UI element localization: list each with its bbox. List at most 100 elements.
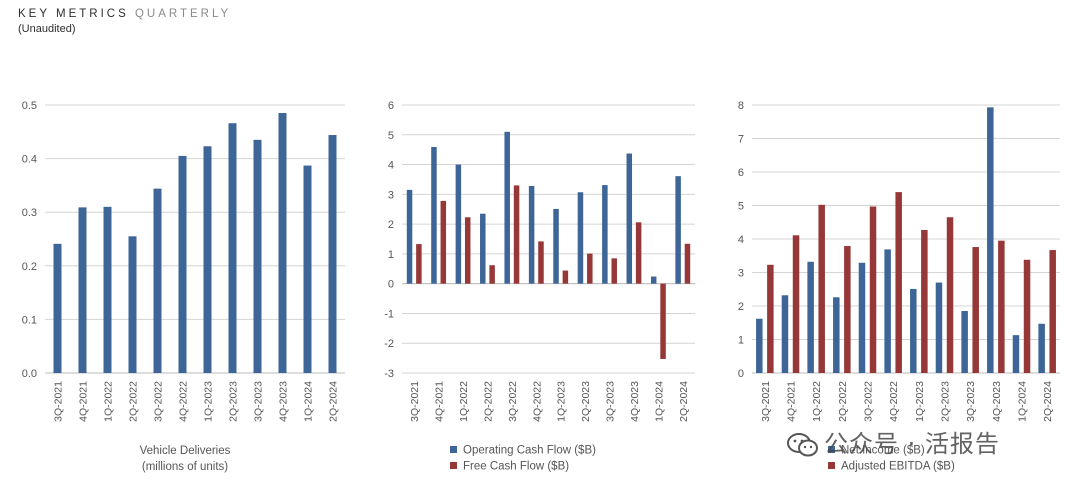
y-tick-label: 5 [388,130,394,142]
x-tick-label: 3Q-2023 [605,381,617,422]
bar-deliveries-s0-6 [203,146,212,373]
bar-deliveries-s0-2 [103,206,112,373]
y-tick-label: 4 [738,234,744,246]
vehicle-deliveries-chart: 0.0 0.1 0.2 0.3 0.4 0.5 3Q-2021 4Q-2021 1Q-2022 2… [22,100,345,473]
bar-income-s1-4 [869,206,877,373]
x-tick-label: 2Q-2024 [328,381,340,422]
bar-income-s1-8 [972,247,979,373]
bar-deliveries-s0-9 [278,113,287,373]
bar-cashflow-s0-10 [650,276,657,284]
x-tick-label: 1Q-2022 [458,381,470,422]
bar-cashflow-s0-0 [406,189,413,284]
cash-flow-chart: -3 -2 -1 0 1 2 3 4 5 6 3Q-2021 4Q-2021 1Q-2022 2Q-202… [384,100,695,473]
legend-swatch [828,446,835,453]
x-tick-label: 4Q-2021 [786,381,798,422]
bar-income-s1-11 [1049,250,1056,373]
x-axis-label: Vehicle Deliveries [140,445,231,457]
title-light: QUARTERLY [134,8,232,20]
bar-cashflow-s0-7 [577,192,584,284]
x-tick-label: 3Q-2022 [863,381,875,422]
y-tick-label: 0.0 [22,368,37,380]
bar-cashflow-s1-1 [440,200,447,284]
y-tick-label: 8 [738,100,744,112]
y-tick-label: -3 [384,368,394,380]
y-tick-label: 7 [738,134,744,146]
y-tick-label: 2 [388,219,394,231]
bar-cashflow-s1-11 [684,243,691,284]
bar-income-s0-1 [781,295,789,373]
y-tick-label: 6 [388,100,394,112]
bar-cashflow-s0-1 [431,146,437,284]
bar-income-s0-2 [807,261,814,373]
x-tick-label: 3Q-2022 [507,381,519,422]
bar-cashflow-s1-10 [660,283,666,360]
y-tick-label: 1 [388,249,394,261]
bar-deliveries-s0-5 [178,155,187,373]
x-tick-label: 3Q-2021 [409,381,421,422]
x-tick-label: 2Q-2023 [940,381,952,422]
page-header: KEY METRICS QUARTERLY (Unaudited) [18,8,231,35]
x-tick-label: 2Q-2024 [1042,381,1054,422]
bar-deliveries-s0-10 [303,165,312,373]
x-tick-label: 3Q-2023 [965,381,977,422]
x-tick-label: 1Q-2023 [556,381,568,422]
bar-cashflow-s1-7 [587,253,593,284]
bar-income-s1-0 [767,264,774,373]
y-tick-label: 5 [738,201,744,213]
x-tick-label: 3Q-2022 [153,381,165,422]
y-tick-label: 4 [388,160,394,172]
x-tick-label: 2Q-2022 [128,381,140,422]
x-tick-label: 1Q-2024 [1017,381,1029,422]
bar-deliveries-s0-11 [328,135,337,373]
x-tick-label: 4Q-2023 [278,381,290,422]
bar-cashflow-s1-6 [562,270,569,284]
bar-income-s0-0 [756,318,763,373]
y-tick-label: -1 [384,308,394,320]
bar-income-s0-7 [935,282,943,373]
x-tick-label: 1Q-2023 [914,381,926,422]
bar-income-s1-7 [946,217,954,373]
page-subtitle: (Unaudited) [18,23,76,35]
y-tick-label: 0 [388,279,394,291]
legend-label: Free Cash Flow ($B) [463,461,569,473]
legend-label: Operating Cash Flow ($B) [463,445,596,457]
x-tick-label: 1Q-2023 [203,381,215,422]
bar-income-s0-10 [1012,335,1020,373]
y-tick-label: 0.5 [22,100,37,112]
x-tick-label: 4Q-2022 [888,381,900,422]
bar-deliveries-s0-4 [153,188,162,373]
x-tick-label: 4Q-2021 [78,381,90,422]
x-tick-label: 2Q-2023 [580,381,592,422]
bar-income-s0-6 [910,288,917,373]
bar-cashflow-s1-4 [513,185,520,284]
bar-cashflow-s0-11 [675,176,681,284]
x-tick-label: 1Q-2024 [653,381,665,422]
x-tick-label: 4Q-2021 [434,381,446,422]
y-tick-label: 1 [738,335,744,347]
x-tick-label: 4Q-2023 [629,381,641,422]
x-axis-label: (millions of units) [142,461,228,473]
bar-income-s1-9 [998,240,1005,373]
bar-deliveries-s0-8 [253,139,262,373]
bar-cashflow-s1-0 [416,244,422,284]
y-tick-label: -2 [384,338,394,350]
title-bold: KEY METRICS [18,8,129,20]
bar-cashflow-s1-2 [464,217,471,284]
x-tick-label: 1Q-2022 [103,381,115,422]
bar-income-s0-9 [987,107,994,373]
x-tick-label: 2Q-2024 [678,381,690,422]
bar-income-s0-5 [884,249,891,373]
y-tick-label: 0 [738,368,744,380]
y-tick-label: 3 [738,268,744,280]
x-tick-label: 1Q-2024 [303,381,315,422]
x-tick-label: 4Q-2022 [178,381,190,422]
legend-swatch [450,446,457,453]
x-tick-label: 2Q-2022 [837,381,849,422]
bar-deliveries-s0-0 [53,243,62,373]
bar-cashflow-s0-2 [455,164,462,284]
bar-income-s1-6 [921,229,928,373]
bar-deliveries-s0-1 [78,207,87,373]
y-tick-label: 0.4 [22,154,37,166]
bar-cashflow-s0-9 [626,153,633,284]
bar-income-s0-4 [858,262,866,373]
